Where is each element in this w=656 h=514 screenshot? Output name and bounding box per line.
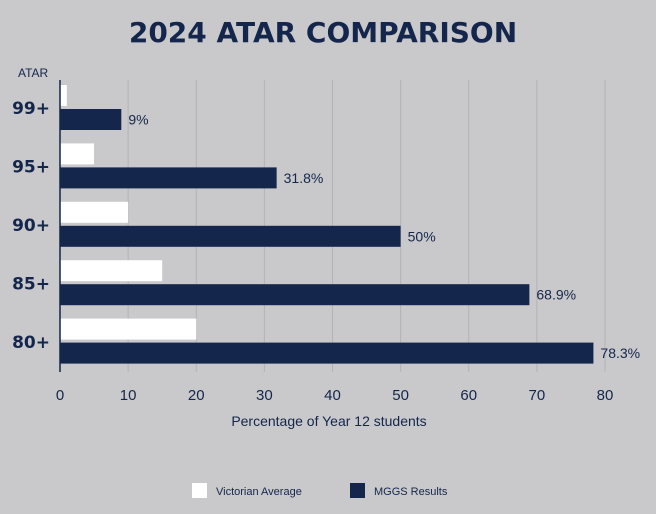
category-label: 90+ (12, 216, 50, 236)
x-tick-label: 10 (120, 387, 137, 404)
x-tick-label: 80 (597, 387, 614, 404)
category-label: 95+ (12, 158, 50, 178)
data-labels: 9% 31.8% 50% 68.9% 78.3% (128, 112, 640, 362)
legend-label: MGGS Results (374, 486, 448, 498)
bar-victorian-average (60, 143, 95, 165)
bar-victorian-average (60, 260, 163, 282)
data-label: 50% (408, 228, 436, 244)
x-tick-label: 50 (392, 387, 409, 404)
bar-mggs-results (60, 109, 122, 130)
x-tick-labels: 0 10 20 30 40 50 60 70 80 (56, 387, 614, 404)
x-tick-label: 70 (529, 387, 546, 404)
legend: Victorian Average MGGS Results (192, 483, 448, 498)
bar-victorian-average (60, 85, 67, 106)
y-axis-title: ATAR (18, 66, 49, 80)
category-labels: 99+ 95+ 90+ 85+ 80+ (12, 99, 50, 353)
chart-title: 2024 ATAR COMPARISON (129, 16, 517, 49)
legend-swatch (350, 483, 365, 498)
x-tick-label: 20 (188, 387, 205, 404)
x-tick-label: 60 (460, 387, 477, 404)
bar-victorian-average (60, 318, 197, 340)
x-tick-label: 40 (324, 387, 341, 404)
bar-mggs-results (60, 167, 277, 189)
bar-victorian-average (60, 201, 129, 223)
category-label: 85+ (12, 274, 50, 294)
legend-label: Victorian Average (216, 486, 302, 498)
x-tick-label: 30 (256, 387, 273, 404)
bar-mggs-results (60, 284, 530, 306)
bars (60, 85, 594, 364)
x-axis-title: Percentage of Year 12 students (231, 413, 426, 429)
bar-mggs-results (60, 225, 401, 247)
legend-swatch (192, 483, 207, 498)
data-label: 78.3% (600, 345, 640, 361)
data-label: 9% (128, 112, 148, 128)
bar-mggs-results (60, 342, 594, 364)
category-label: 80+ (12, 333, 50, 353)
category-label: 99+ (12, 99, 50, 119)
data-label: 31.8% (284, 170, 324, 186)
data-label: 68.9% (536, 287, 576, 303)
x-tick-label: 0 (56, 387, 64, 404)
